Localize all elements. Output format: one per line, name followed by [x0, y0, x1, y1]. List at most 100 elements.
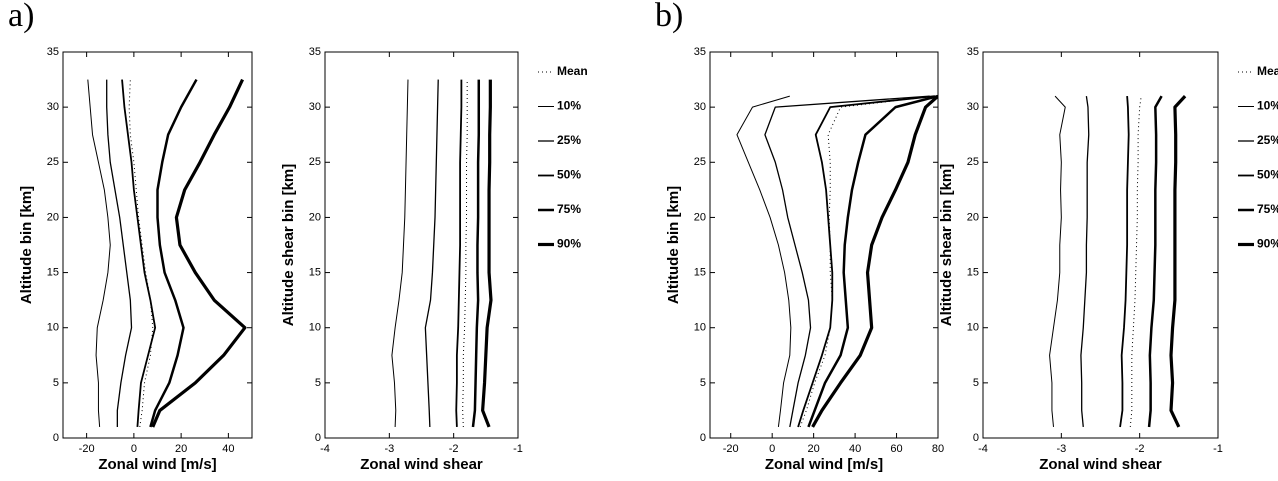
x-tick-label: -1 [513, 443, 523, 455]
y-tick-label: 25 [967, 156, 979, 168]
y-tick-label: 20 [309, 211, 321, 223]
y-tick-label: 0 [700, 432, 706, 444]
legend-label: 90% [1257, 237, 1278, 251]
series-line [471, 79, 481, 428]
legend-label: 90% [557, 237, 581, 251]
panel: -4 -3 -2 -1 0 5 10 15 20 25 30 35 Zonal wind shear Al… [280, 46, 588, 473]
legend-label: 10% [557, 99, 581, 113]
x-tick-label: 0 [131, 443, 137, 455]
series-line [462, 79, 468, 427]
axes-frame [324, 51, 519, 439]
y-tick-label: 10 [967, 322, 979, 334]
series-line [807, 94, 938, 428]
x-tick-label: -3 [384, 443, 394, 455]
series-line [1169, 95, 1187, 428]
y-tick-label: 0 [53, 432, 59, 444]
series-line [1119, 96, 1130, 428]
x-tick-label: 80 [932, 443, 944, 455]
y-tick-label: 0 [973, 432, 979, 444]
y-tick-label: 30 [47, 101, 59, 113]
y-tick-label: 20 [47, 211, 59, 223]
y-tick-label: 5 [700, 377, 706, 389]
y-axis-label: Altitude bin [km] [18, 186, 35, 304]
y-tick-label: 5 [973, 377, 979, 389]
series-line [1147, 95, 1163, 428]
x-tick-label: 60 [890, 443, 902, 455]
x-axis-label: Zonal wind shear [360, 456, 483, 473]
x-tick-label: -20 [79, 443, 95, 455]
y-tick-label: 10 [47, 322, 59, 334]
series-line [87, 79, 111, 428]
y-tick-label: 20 [967, 211, 979, 223]
y-tick-label: 35 [967, 46, 979, 58]
y-tick-label: 5 [315, 377, 321, 389]
axes-frame [982, 51, 1219, 439]
y-tick-label: 15 [309, 266, 321, 278]
series-line [797, 95, 935, 428]
x-tick-label: -2 [449, 443, 459, 455]
series-line [1049, 95, 1066, 428]
series-line [424, 79, 439, 427]
y-axis-label: Altitude bin [km] [665, 186, 682, 304]
legend-label: 50% [1257, 168, 1278, 182]
series-line [121, 79, 157, 428]
legend-label: 25% [1257, 133, 1278, 147]
series-line [106, 79, 133, 427]
panel-label: a) [8, 0, 34, 34]
x-tick-label: 0 [769, 443, 775, 455]
y-tick-label: 15 [47, 266, 59, 278]
y-tick-label: 15 [967, 266, 979, 278]
series-line [149, 78, 198, 428]
axes-frame [62, 51, 253, 439]
plot-area [736, 94, 938, 428]
panel-label: b) [655, 0, 683, 34]
y-tick-label: 30 [309, 101, 321, 113]
x-tick-label: -4 [978, 443, 988, 455]
legend-label: 75% [557, 202, 581, 216]
x-tick-label: -20 [723, 443, 739, 455]
x-axis-label: Zonal wind shear [1039, 456, 1162, 473]
y-tick-label: 25 [47, 156, 59, 168]
y-tick-label: 25 [694, 156, 706, 168]
x-axis-label: Zonal wind [m/s] [98, 456, 216, 473]
x-tick-label: -2 [1135, 443, 1145, 455]
series-line [391, 79, 409, 427]
plot-area [87, 78, 247, 428]
legend-label: 50% [557, 168, 581, 182]
series-line [455, 79, 463, 428]
y-tick-label: 30 [694, 101, 706, 113]
y-tick-label: 5 [53, 377, 59, 389]
x-tick-label: 40 [222, 443, 234, 455]
plot-area [391, 79, 493, 428]
x-tick-label: 20 [808, 443, 820, 455]
x-tick-label: 40 [849, 443, 861, 455]
x-tick-label: -1 [1213, 443, 1223, 455]
y-tick-label: 20 [694, 211, 706, 223]
panel: a) -20 0 20 40 0 5 10 15 20 25 30 35 Zonal wind [m/s]… [8, 0, 253, 473]
series-line [811, 94, 938, 428]
y-axis-label: Altitude shear bin [km] [280, 164, 297, 327]
legend-label: Mean [557, 64, 588, 78]
plot-area [1049, 95, 1187, 428]
series-line [736, 95, 792, 428]
y-tick-label: 35 [694, 46, 706, 58]
legend-label: 25% [557, 133, 581, 147]
series-line [764, 95, 930, 428]
panel: -4 -3 -2 -1 0 5 10 15 20 25 30 35 Zonal wind shear Al… [938, 46, 1278, 473]
legend-label: 75% [1257, 202, 1278, 216]
x-axis-label: Zonal wind [m/s] [765, 456, 883, 473]
y-tick-label: 0 [315, 432, 321, 444]
y-axis-label: Altitude shear bin [km] [938, 164, 955, 327]
x-tick-label: -3 [1056, 443, 1066, 455]
axes-frame [709, 51, 939, 439]
y-tick-label: 35 [47, 46, 59, 58]
legend-label: 10% [1257, 99, 1278, 113]
y-tick-label: 10 [694, 322, 706, 334]
series-line [128, 79, 154, 428]
series-line [1129, 96, 1142, 428]
legend-label: Mean [1257, 64, 1278, 78]
x-tick-label: 20 [175, 443, 187, 455]
y-tick-label: 30 [967, 101, 979, 113]
series-line [1080, 96, 1090, 428]
